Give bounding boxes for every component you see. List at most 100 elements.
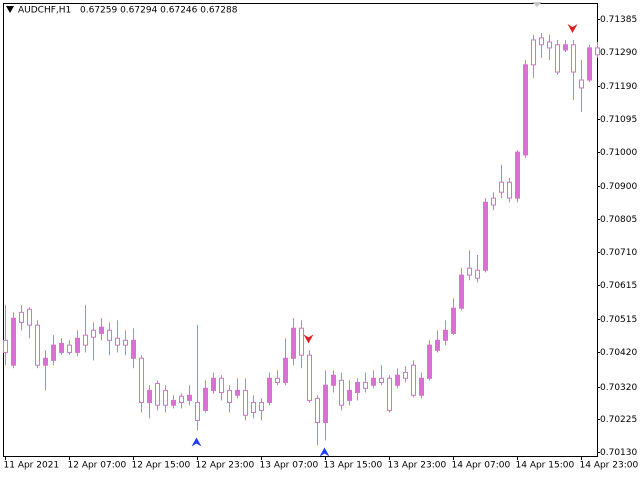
bull-body [131, 339, 136, 359]
bull-body [203, 387, 208, 411]
bear-body [179, 395, 184, 403]
bear-body [595, 47, 600, 56]
bear-body [91, 329, 96, 338]
y-tick-label: 0.71000 [600, 148, 637, 158]
bear-body [339, 379, 344, 406]
bear-body [3, 339, 8, 353]
bear-body [251, 401, 256, 413]
bear-body [139, 357, 144, 403]
bear-body [219, 377, 224, 393]
bear-body [411, 364, 416, 396]
x-tick-label: 13 Apr 07:00 [260, 461, 319, 471]
x-tick-label: 12 Apr 15:00 [132, 461, 191, 471]
bull-body [523, 64, 528, 156]
bull-body [267, 377, 272, 403]
chart-title: AUDCHF,H1 [18, 6, 71, 16]
x-tick-label: 13 Apr 23:00 [388, 461, 447, 471]
sell-arrow [567, 23, 578, 33]
x-tick-label: 14 Apr 15:00 [516, 461, 575, 471]
symbol-icon [6, 6, 14, 13]
bear-body [467, 267, 472, 276]
bull-body [75, 337, 80, 353]
bull-body [291, 327, 296, 359]
bull-body [59, 342, 64, 353]
bull-body [427, 344, 432, 379]
bear-body [379, 377, 384, 383]
bear-body [579, 79, 584, 89]
bear-body [491, 197, 496, 206]
shift-marker [532, 2, 542, 7]
bull-body [43, 357, 48, 366]
y-tick-label: 0.70900 [600, 182, 637, 192]
y-tick-label: 0.70320 [600, 383, 637, 393]
y-tick-label: 0.70515 [600, 315, 637, 325]
y-tick-label: 0.70130 [600, 448, 637, 458]
y-tick-label: 0.71385 [600, 15, 637, 25]
x-tick-label: 12 Apr 07:00 [68, 461, 127, 471]
plot-frame [3, 3, 598, 457]
bear-body [539, 37, 544, 46]
y-tick-label: 0.71290 [600, 48, 637, 58]
bull-body [515, 151, 520, 199]
sell-arrow [303, 334, 314, 344]
y-tick-label: 0.70805 [600, 215, 637, 225]
bull-body [171, 399, 176, 406]
bear-body [115, 337, 120, 346]
y-tick-label: 0.71190 [600, 82, 637, 92]
bull-body [211, 377, 216, 391]
bear-body [403, 371, 408, 379]
bear-body [571, 44, 576, 73]
bull-body [435, 339, 440, 351]
bull-body [483, 201, 488, 271]
bull-body [99, 326, 104, 334]
bear-body [107, 329, 112, 341]
bear-body [507, 181, 512, 199]
bull-body [419, 377, 424, 396]
x-tick-label: 13 Apr 15:00 [324, 461, 383, 471]
bear-body [555, 44, 560, 73]
bear-body [227, 389, 232, 403]
bear-body [27, 308, 32, 326]
bear-body [243, 389, 248, 416]
bull-body [371, 377, 376, 386]
bull-body [283, 357, 288, 383]
bull-body [451, 307, 456, 334]
bear-body [259, 401, 264, 411]
bear-body [19, 311, 24, 323]
buy-arrow [319, 447, 330, 457]
bull-body [51, 344, 56, 361]
bear-body [155, 382, 160, 406]
quote: 0.67259 0.67294 0.67246 0.67288 [80, 6, 238, 16]
bear-body [315, 397, 320, 424]
bull-body [147, 389, 152, 403]
bull-body [187, 394, 192, 401]
y-tick-label: 0.70420 [600, 348, 637, 358]
bull-body [459, 274, 464, 309]
bear-body [499, 181, 504, 193]
bear-body [307, 354, 312, 401]
bull-body [347, 389, 352, 401]
bear-body [387, 377, 392, 411]
x-tick-label: 14 Apr 07:00 [452, 461, 511, 471]
bear-body [67, 344, 72, 353]
bull-body [587, 47, 592, 81]
bear-body [299, 327, 304, 356]
bull-body [323, 384, 328, 424]
x-tick-label: 11 Apr 2021 [4, 461, 60, 471]
bear-body [195, 401, 200, 421]
x-tick-label: 12 Apr 23:00 [196, 461, 255, 471]
y-tick-label: 0.70615 [600, 281, 637, 291]
bear-body [475, 269, 480, 279]
bull-body [395, 374, 400, 386]
bull-body [331, 374, 336, 386]
bull-body [443, 329, 448, 341]
bull-body [355, 381, 360, 393]
bear-body [123, 339, 128, 346]
bear-body [83, 334, 88, 346]
bull-body [11, 317, 16, 366]
buy-arrow [191, 437, 202, 447]
x-tick-label: 14 Apr 23:00 [580, 461, 639, 471]
bear-body [35, 324, 40, 366]
y-tick-label: 0.70225 [600, 415, 637, 425]
bear-body [547, 41, 552, 49]
